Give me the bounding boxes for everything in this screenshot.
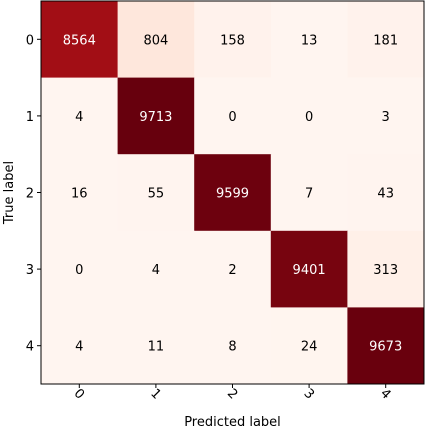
- heatmap-cell: [270, 307, 348, 385]
- cell-value-label: 13: [301, 33, 318, 48]
- cell-value-label: 313: [373, 263, 398, 278]
- cell-value-label: 8564: [63, 33, 96, 48]
- cell-value-label: 9673: [369, 340, 402, 355]
- cell-value-label: 158: [220, 33, 245, 48]
- heatmap-cell: [194, 154, 272, 232]
- heatmap-cell: [347, 77, 425, 155]
- heatmap-cell: [117, 307, 195, 385]
- x-axis-ticks: 0 1 2 3 4: [71, 384, 394, 403]
- x-tick-label: 2: [224, 386, 240, 402]
- x-tick-label: 4: [377, 386, 393, 402]
- y-tick-label: 4: [26, 340, 34, 355]
- cell-value-label: 7: [305, 187, 313, 202]
- cell-value-label: 55: [148, 187, 165, 202]
- heatmap-cell: [194, 77, 272, 155]
- cell-value-label: 24: [301, 340, 318, 355]
- cell-value-label: 3: [382, 110, 390, 125]
- heatmap-cell: [117, 1, 195, 79]
- cell-value-label: 4: [75, 110, 83, 125]
- cell-value-label: 0: [75, 263, 83, 278]
- cell-value-label: 16: [71, 187, 88, 202]
- heatmap-cell: [347, 154, 425, 232]
- cell-value-label: 11: [148, 340, 165, 355]
- y-tick-label: 2: [26, 187, 34, 202]
- heatmap-cell: [194, 307, 272, 385]
- cell-value-label: 9599: [216, 187, 249, 202]
- heatmap-cell: [41, 230, 119, 308]
- heatmap-cells: [41, 1, 425, 385]
- y-tick-label: 1: [26, 110, 34, 125]
- y-tick-label: 0: [26, 33, 34, 48]
- y-tick-label: 3: [26, 263, 34, 278]
- heatmap-cell: [347, 307, 425, 385]
- cell-value-label: 0: [305, 110, 313, 125]
- heatmap-cell: [41, 1, 119, 79]
- cell-value-label: 0: [228, 110, 236, 125]
- cell-value-label: 43: [377, 187, 394, 202]
- heatmap-cell: [194, 1, 272, 79]
- heatmap-cell: [347, 230, 425, 308]
- heatmap-cell: [41, 77, 119, 155]
- heatmap-cell: [270, 1, 348, 79]
- y-axis-label: True label: [2, 161, 17, 225]
- cell-value-label: 4: [152, 263, 160, 278]
- y-axis-ticks: 0 1 2 3 4: [26, 33, 41, 355]
- heatmap-cell: [347, 1, 425, 79]
- heatmap-cell: [194, 230, 272, 308]
- heatmap-cell: [41, 154, 119, 232]
- heatmap-cell: [117, 230, 195, 308]
- cell-value-label: 8: [228, 340, 236, 355]
- x-tick-label: 0: [71, 386, 87, 402]
- heatmap-cell: [270, 154, 348, 232]
- heatmap-cell: [117, 154, 195, 232]
- x-axis-label: Predicted label: [184, 415, 281, 427]
- heatmap-cell: [270, 77, 348, 155]
- heatmap-cell: [117, 77, 195, 155]
- x-tick-label: 3: [301, 386, 317, 402]
- cell-value-labels: 8564 804 158 13 181 4 9713 0 0 3 16 55 9599 7 43 0 4 2 940…: [63, 33, 402, 354]
- heatmap-cell: [270, 230, 348, 308]
- cell-value-label: 2: [228, 263, 236, 278]
- x-tick-label: 1: [147, 386, 163, 402]
- cell-value-label: 9713: [139, 110, 172, 125]
- cell-value-label: 9401: [293, 263, 326, 278]
- heatmap-cell: [41, 307, 119, 385]
- cell-value-label: 804: [143, 33, 168, 48]
- cell-value-label: 181: [373, 33, 398, 48]
- cell-value-label: 4: [75, 340, 83, 355]
